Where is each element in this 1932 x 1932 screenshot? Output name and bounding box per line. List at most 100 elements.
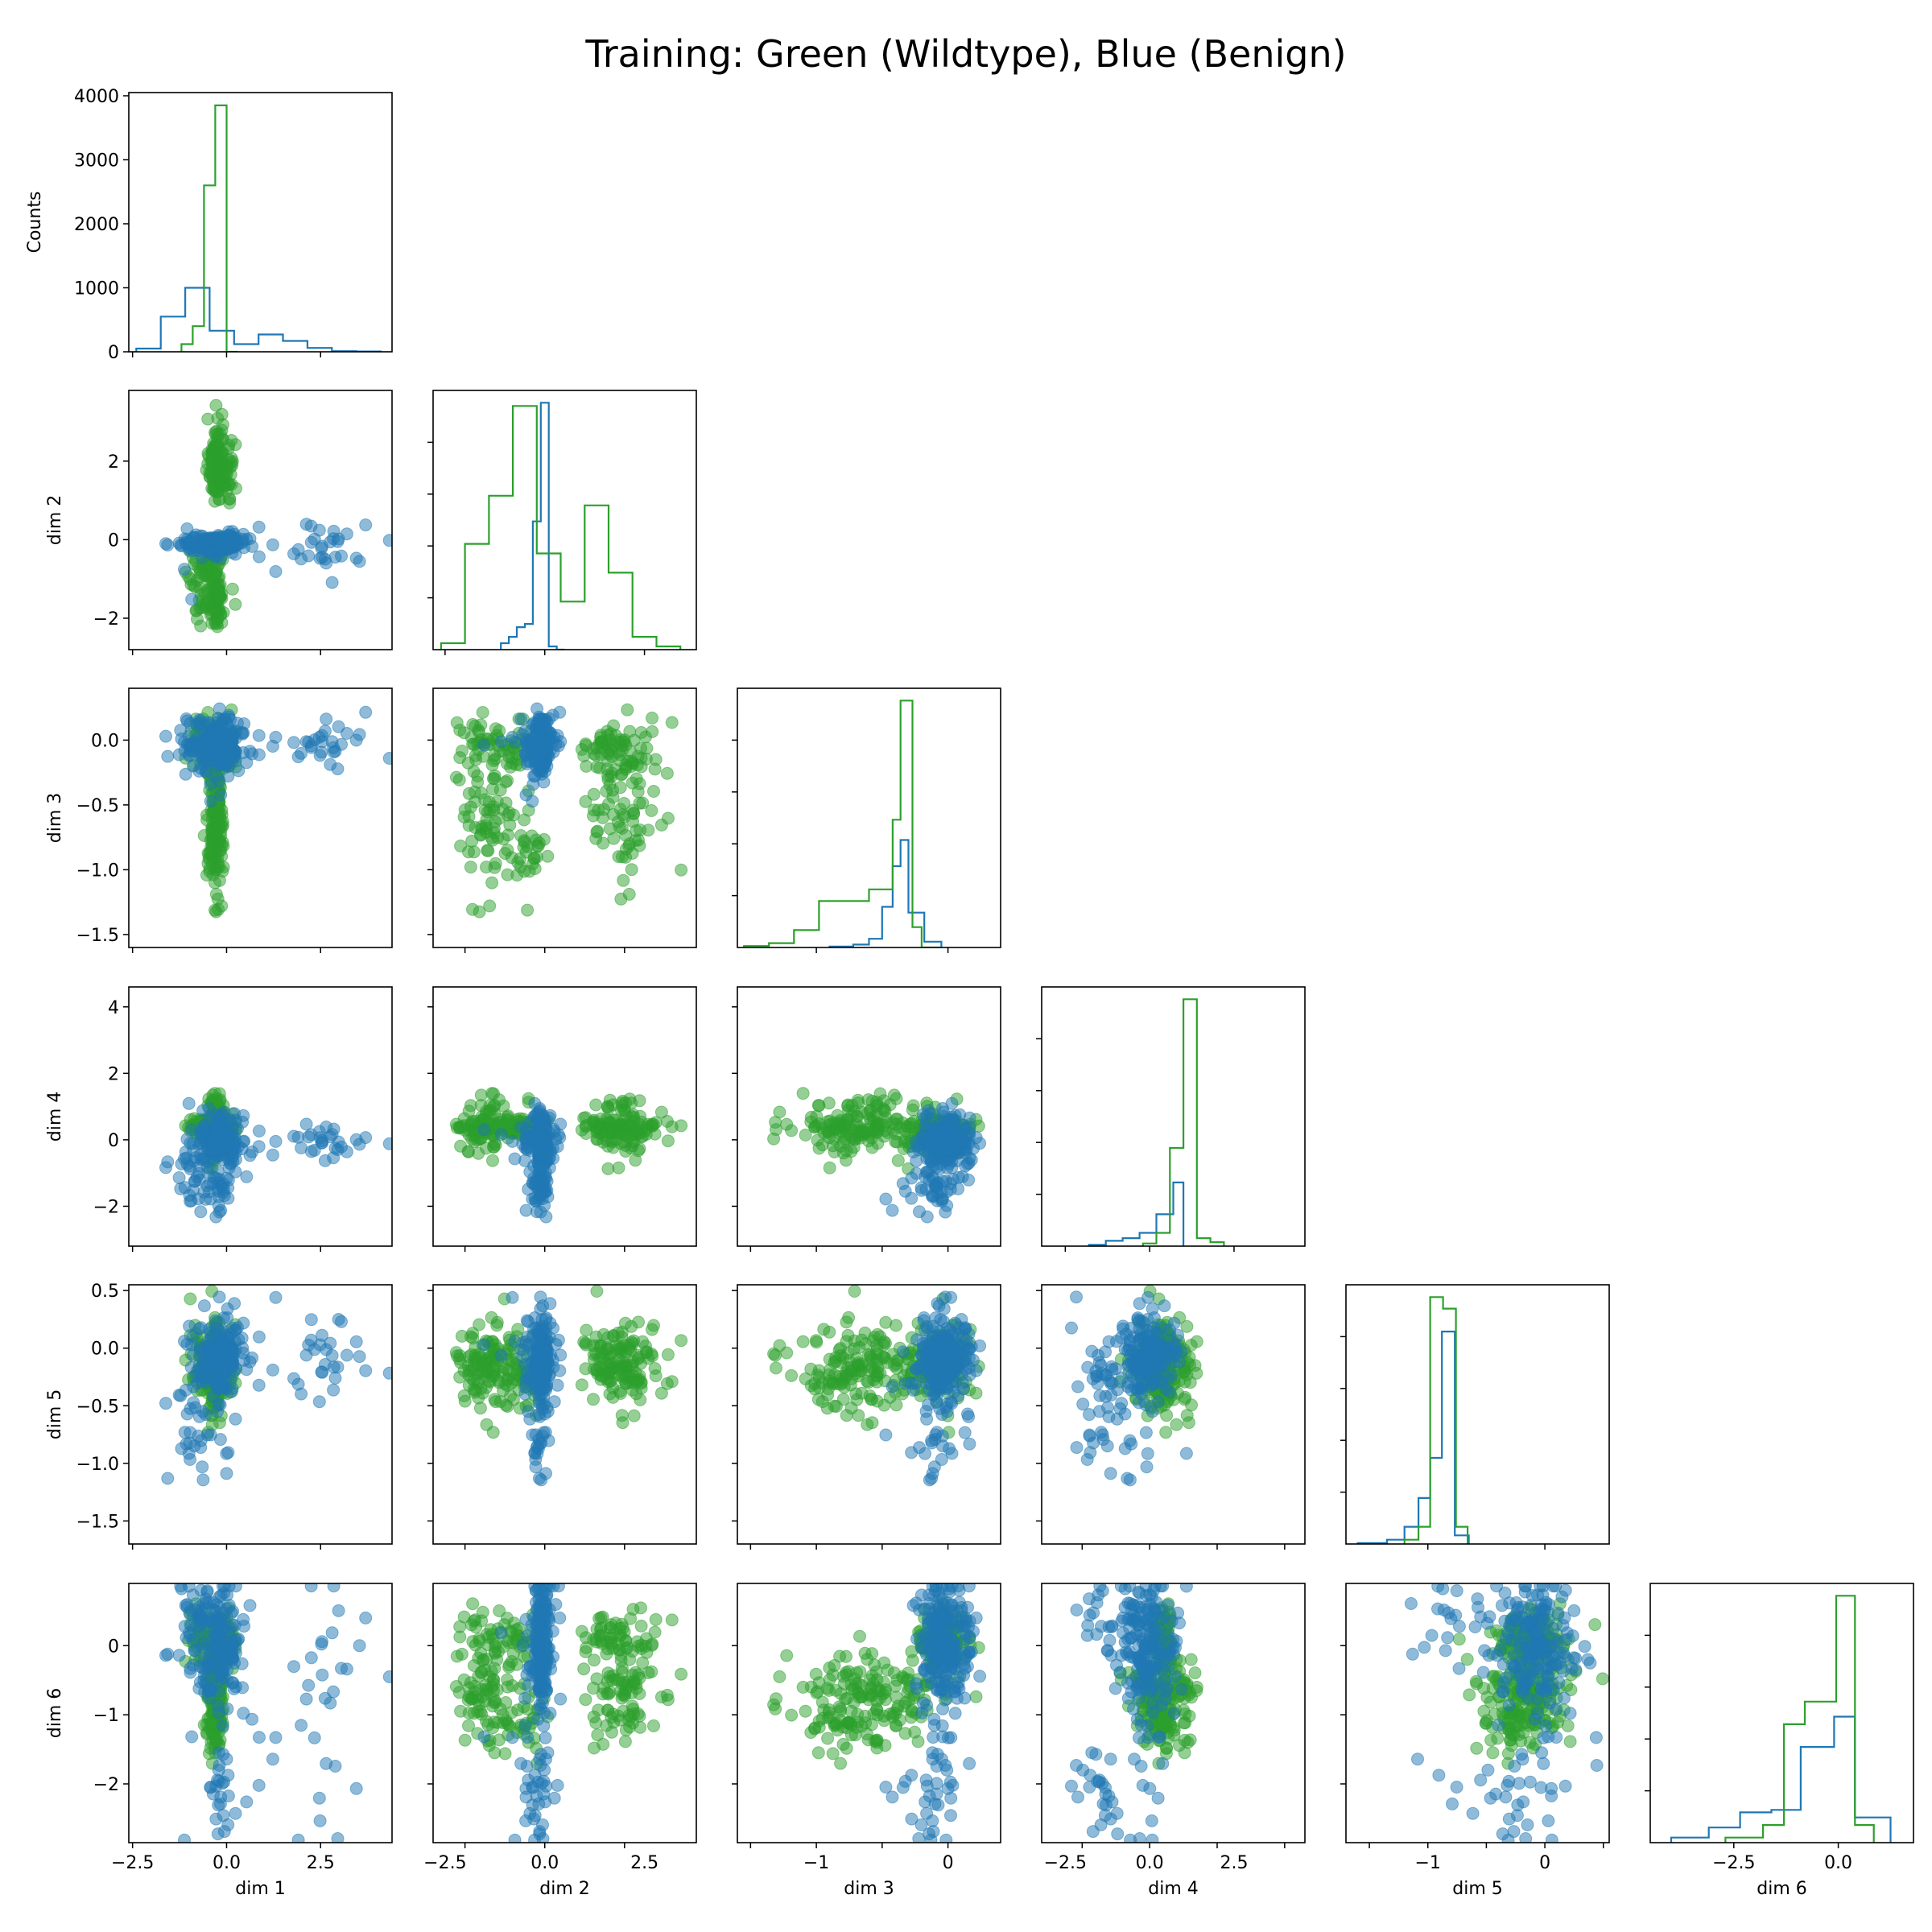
scatter-point-benign [382, 1366, 392, 1380]
scatter-point-benign [528, 1446, 542, 1459]
scatter-point-benign [194, 1205, 208, 1219]
scatter-point-wildtype [890, 1398, 903, 1412]
scatter-point-wildtype [473, 905, 486, 919]
scatter-point-wildtype [200, 813, 214, 827]
scatter-point-benign [196, 1136, 209, 1150]
scatter-point-benign [332, 1313, 345, 1326]
scatter-point-wildtype [462, 786, 476, 800]
scatter-point-wildtype [855, 1333, 869, 1347]
scatter-point-wildtype [861, 1123, 873, 1136]
y-tick-label: −1.5 [76, 1512, 119, 1532]
plot-area [767, 1285, 987, 1487]
scatter-point-wildtype [649, 1116, 663, 1129]
scatter-point-benign [538, 1397, 551, 1411]
figure-title: Training: Green (Wildtype), Blue (Benign… [584, 32, 1346, 76]
scatter-point-wildtype [665, 716, 679, 729]
panel-4-2 [427, 986, 697, 1252]
scatter-point-wildtype [881, 1356, 894, 1369]
scatter-point-benign [212, 1199, 225, 1212]
scatter-point-benign [551, 739, 565, 753]
axes-frame [128, 986, 393, 1247]
scatter-point-wildtype [541, 849, 555, 863]
scatter-point-benign [494, 1348, 508, 1362]
scatter-point-wildtype [625, 863, 638, 877]
scatter-point-benign [204, 1428, 217, 1442]
y-axis-label-counts: Counts [25, 192, 45, 254]
panel-3-2 [427, 687, 697, 953]
scatter-point-wildtype [828, 1399, 841, 1413]
scatter-point-wildtype [580, 1323, 593, 1337]
scatter-point-benign [185, 1123, 199, 1137]
scatter-point-wildtype [616, 1416, 630, 1430]
scatter-point-wildtype [870, 1096, 883, 1109]
scatter-point-wildtype [769, 1348, 782, 1362]
scatter-point-benign [477, 738, 491, 752]
scatter-point-wildtype [208, 903, 221, 917]
scatter-point-wildtype [486, 1140, 500, 1154]
scatter-point-wildtype [616, 808, 630, 822]
scatter-point-benign [252, 550, 266, 564]
axes-frame [128, 390, 393, 650]
scatter-point-benign [269, 730, 283, 744]
scatter-point-wildtype [473, 1318, 486, 1331]
scatter-point-wildtype [486, 1426, 500, 1439]
scatter-point-benign [221, 1446, 235, 1459]
histogram-wildtype [440, 405, 682, 650]
scatter-point-wildtype [629, 1154, 642, 1167]
scatter-point-wildtype [184, 1292, 197, 1306]
scatter-point-benign [523, 1412, 537, 1426]
scatter-point-wildtype [204, 845, 217, 859]
scatter-point-benign [359, 705, 373, 719]
scatter-point-wildtype [462, 845, 475, 859]
scatter-point-wildtype [579, 795, 592, 808]
scatter-point-benign [240, 756, 254, 770]
scatter-point-wildtype [627, 1409, 641, 1422]
scatter-point-wildtype [812, 1099, 826, 1113]
scatter-point-benign [331, 762, 345, 776]
plot-area [159, 1087, 392, 1224]
scatter-point-wildtype [821, 1388, 835, 1402]
scatter-point-wildtype [607, 832, 621, 845]
scatter-point-benign [945, 1096, 959, 1110]
scatter-point-wildtype [521, 903, 535, 917]
scatter-point-wildtype [634, 1121, 647, 1135]
scatter-point-wildtype [879, 1315, 893, 1329]
scatter-point-benign [353, 555, 366, 568]
scatter-point-wildtype [486, 1154, 499, 1167]
scatter-point-wildtype [453, 1349, 467, 1363]
scatter-point-benign [320, 712, 333, 726]
scatter-point-benign [246, 1351, 259, 1364]
panel-4-4 [1036, 986, 1306, 1252]
scatter-point-benign [332, 720, 345, 733]
scatter-point-wildtype [469, 720, 482, 733]
scatter-point-benign [940, 1199, 954, 1212]
scatter-point-benign [215, 1108, 229, 1121]
scatter-point-benign [161, 749, 175, 763]
scatter-point-wildtype [840, 1335, 853, 1348]
scatter-point-benign [318, 1358, 332, 1371]
y-tick-label: 0 [108, 343, 119, 363]
scatter-point-wildtype [216, 865, 229, 878]
scatter-point-wildtype [579, 737, 592, 751]
scatter-point-wildtype [493, 724, 506, 737]
scatter-point-benign [335, 549, 348, 563]
scatter-point-wildtype [215, 423, 229, 437]
axes-frame [128, 1284, 393, 1545]
scatter-point-wildtype [848, 1285, 861, 1298]
scatter-point-benign [325, 1348, 339, 1362]
scatter-point-benign [932, 1299, 946, 1313]
scatter-point-wildtype [661, 811, 675, 825]
scatter-point-wildtype [453, 751, 467, 765]
scatter-point-wildtype [476, 706, 489, 719]
scatter-point-benign [194, 1441, 208, 1455]
scatter-point-benign [551, 1128, 565, 1141]
scatter-point-benign [287, 736, 300, 749]
scatter-point-benign [313, 749, 327, 762]
scatter-point-benign [308, 1343, 321, 1356]
scatter-point-benign [212, 1397, 225, 1411]
scatter-point-benign [896, 1177, 910, 1191]
scatter-point-benign [204, 778, 217, 791]
scatter-point-wildtype [887, 1123, 901, 1137]
scatter-point-benign [316, 1328, 328, 1342]
